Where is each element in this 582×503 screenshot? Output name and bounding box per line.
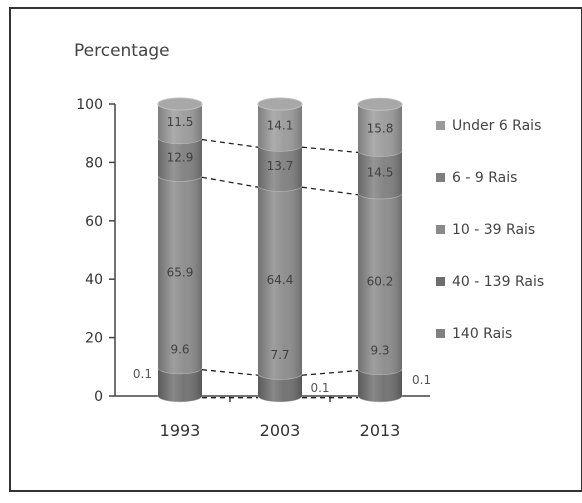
legend-label: 140 Rais xyxy=(452,326,512,342)
x-tick-label: 2003 xyxy=(260,421,301,440)
connector-line xyxy=(201,369,259,376)
data-label: 14.5 xyxy=(367,166,394,180)
cylinder-top xyxy=(157,97,203,111)
x-tick-label: 1993 xyxy=(160,421,201,440)
data-label: 9.3 xyxy=(370,344,389,358)
connector-line xyxy=(201,138,259,148)
data-label: 14.1 xyxy=(267,119,294,133)
legend-label: Under 6 Rais xyxy=(452,118,541,134)
data-label: 0.1 xyxy=(412,373,431,387)
data-label: 64.4 xyxy=(267,273,294,287)
connector-line xyxy=(201,176,259,188)
data-label: 9.6 xyxy=(170,343,189,357)
data-label: 65.9 xyxy=(167,265,194,279)
bar-segment-shade xyxy=(358,104,402,157)
y-tick-label: 100 xyxy=(76,97,103,113)
legend-swatch xyxy=(436,329,445,338)
legend-swatch xyxy=(436,277,445,286)
legend-label: 40 - 139 Rais xyxy=(452,274,544,290)
y-tick-label: 80 xyxy=(85,155,103,171)
bar-segment-shade xyxy=(258,104,302,152)
cylinder-2003 xyxy=(257,97,303,403)
data-label: 60.2 xyxy=(367,275,394,289)
y-tick-label: 0 xyxy=(94,389,103,405)
legend-swatch xyxy=(436,173,445,182)
connector-line xyxy=(301,369,359,376)
cylinders xyxy=(157,97,403,403)
bar-segment-shade xyxy=(158,367,202,402)
legend-swatch xyxy=(436,121,445,130)
data-label: 0.1 xyxy=(310,381,329,395)
bar-segment-shade xyxy=(358,368,402,402)
x-tick-label: 2013 xyxy=(360,421,401,440)
bar-segment-shade xyxy=(158,137,202,182)
bar-segment-shade xyxy=(158,104,202,144)
cylinder-1993 xyxy=(157,97,203,403)
data-label: 0.1 xyxy=(133,367,152,381)
data-label: 15.8 xyxy=(367,121,394,135)
data-label: 7.7 xyxy=(270,348,289,362)
data-labels: 0.1 9.6 65.9 12.9 11.5 0.1 7.7 64.4 13.7 14.1 0.1 9… xyxy=(133,115,431,395)
legend-label: 6 - 9 Rais xyxy=(452,170,517,186)
y-tick-label: 60 xyxy=(85,214,103,230)
data-label: 13.7 xyxy=(267,159,294,173)
bar-segment-shade xyxy=(358,192,402,375)
cylinder-top xyxy=(357,97,403,111)
connector-line xyxy=(301,186,359,196)
data-label: 11.5 xyxy=(167,115,194,129)
legend-swatch xyxy=(436,225,445,234)
bar-segment-shade xyxy=(158,175,202,374)
cylinder-top xyxy=(257,97,303,111)
data-label: 12.9 xyxy=(167,150,194,164)
bar-segment-shade xyxy=(258,145,302,192)
cylinder-2013 xyxy=(357,97,403,403)
connector-line xyxy=(301,146,359,154)
legend-label: 10 - 39 Rais xyxy=(452,222,535,238)
bar-segment-shade xyxy=(358,150,402,199)
y-axis-title: Percentage xyxy=(74,41,170,61)
y-tick-label: 40 xyxy=(85,272,103,288)
bar-segment-shade xyxy=(258,185,302,380)
y-tick-label: 20 xyxy=(85,331,103,347)
bar-segment-shade xyxy=(258,373,302,402)
legend: Under 6 Rais 6 - 9 Rais 10 - 39 Rais 40 - 1… xyxy=(436,118,544,342)
connector-lines xyxy=(201,138,359,399)
